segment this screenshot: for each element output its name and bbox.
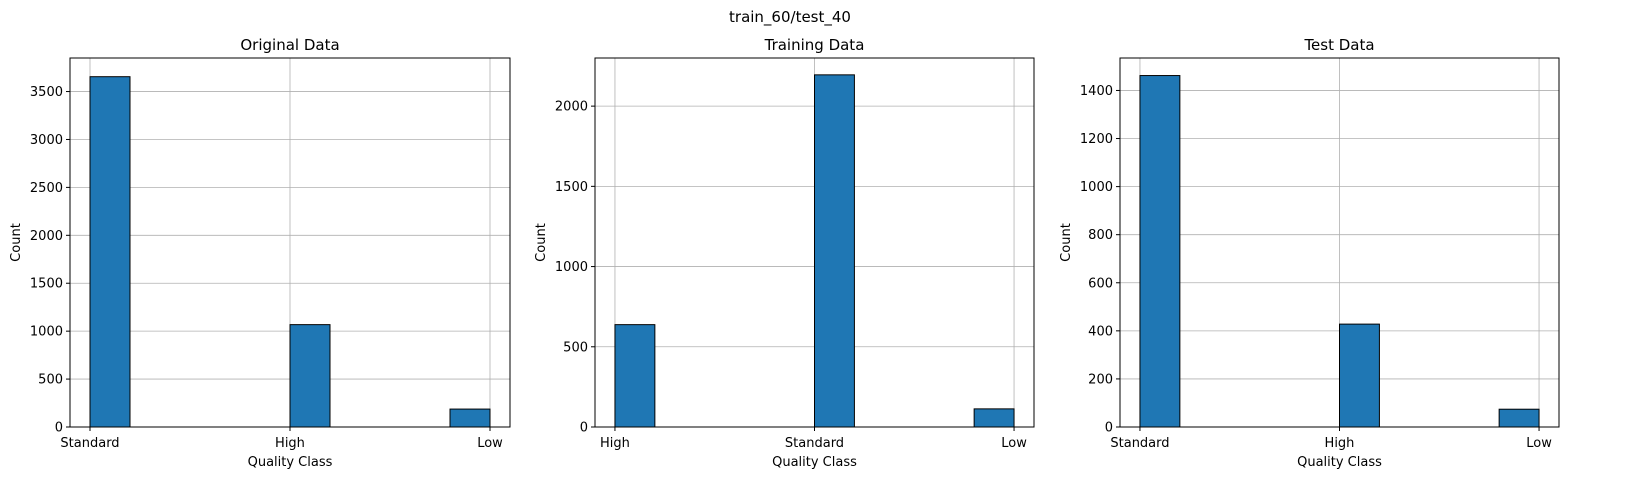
subplot-title: Test Data: [1303, 36, 1374, 54]
y-tick-label: 3500: [30, 85, 63, 100]
x-tick-label: High: [600, 436, 630, 451]
subplot-title: Original Data: [240, 36, 339, 54]
y-axis-label: Count: [1059, 223, 1074, 262]
y-axis-label: Count: [9, 223, 24, 262]
bar-standard: [1139, 75, 1181, 428]
y-tick-label: 1500: [30, 277, 63, 292]
bar-standard: [89, 76, 131, 428]
y-tick-label: 200: [1088, 372, 1113, 387]
x-tick-label: Standard: [785, 436, 844, 451]
bar-low: [973, 408, 1015, 428]
y-tick-label: 800: [1088, 228, 1113, 243]
y-tick-label: 500: [563, 340, 588, 355]
bar-low: [449, 408, 491, 428]
x-tick-label: Low: [477, 436, 503, 451]
y-tick-label: 0: [1105, 421, 1113, 436]
x-axis-label: Quality Class: [1297, 455, 1382, 470]
y-tick-label: 600: [1088, 276, 1113, 291]
bar-high: [289, 324, 331, 428]
x-tick-label: Low: [1526, 436, 1552, 451]
y-tick-label: 1000: [1080, 180, 1113, 195]
y-tick-label: 1400: [1080, 84, 1113, 99]
y-tick-label: 0: [580, 421, 588, 436]
y-tick-label: 400: [1088, 324, 1113, 339]
figure-title: train_60/test_40: [729, 8, 851, 27]
bar-high: [614, 324, 656, 428]
x-tick-label: High: [275, 436, 305, 451]
y-tick-label: 1000: [30, 325, 63, 340]
subplot-title: Training Data: [764, 36, 865, 54]
y-tick-label: 2500: [30, 181, 63, 196]
x-axis-label: Quality Class: [772, 455, 857, 470]
y-tick-label: 1200: [1080, 132, 1113, 147]
x-tick-label: Standard: [60, 436, 119, 451]
y-tick-label: 2000: [555, 100, 588, 115]
x-tick-label: Low: [1001, 436, 1027, 451]
bar-standard: [814, 74, 855, 428]
bar-low: [1498, 408, 1540, 428]
x-tick-label: High: [1325, 436, 1355, 451]
y-tick-label: 500: [38, 373, 63, 388]
x-tick-label: Standard: [1110, 436, 1169, 451]
y-tick-label: 2000: [30, 229, 63, 244]
y-tick-label: 3000: [30, 133, 63, 148]
subplot-1: 0 500 1000 1500 2000 2500 3000 3500 Standard High…: [9, 36, 511, 470]
subplot-3: 0 200 400 600 800 1000 1200 1400 Standard High Low…: [1059, 36, 1560, 470]
y-axis-label: Count: [534, 223, 549, 262]
y-tick-label: 0: [55, 421, 63, 436]
x-axis-label: Quality Class: [248, 455, 333, 470]
y-tick-label: 1000: [555, 260, 588, 275]
y-tick-label: 1500: [555, 180, 588, 195]
bar-high: [1339, 323, 1380, 428]
subplot-2: 0 500 1000 1500 2000 High Standard Low Training …: [534, 36, 1035, 470]
